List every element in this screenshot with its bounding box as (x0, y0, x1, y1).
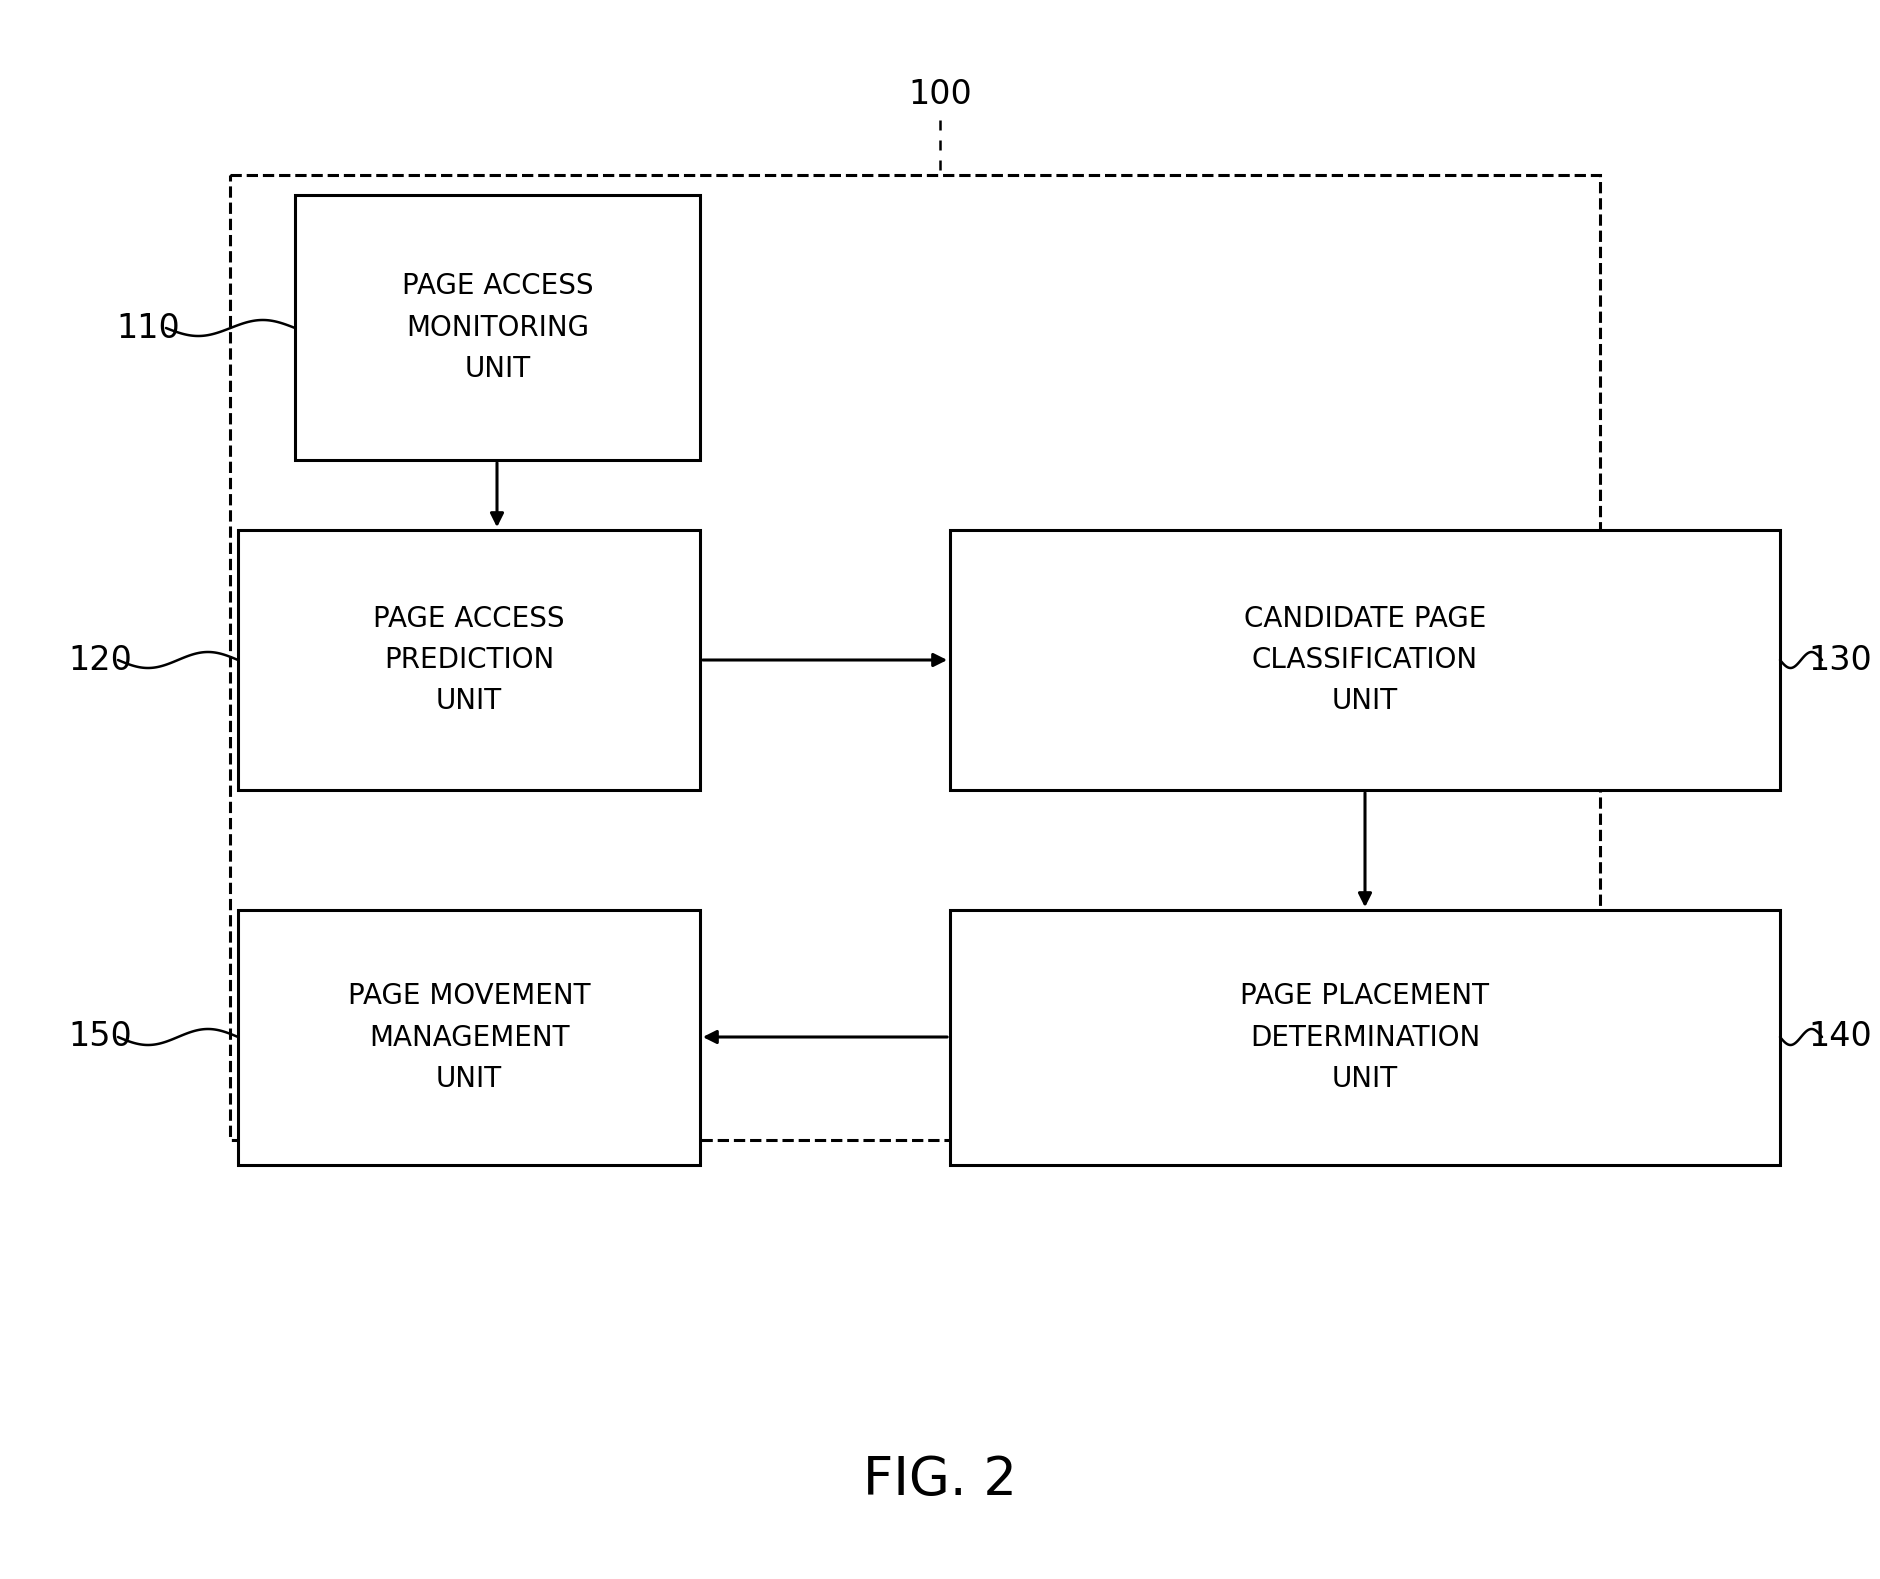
Bar (949, 910, 1778, 1165)
Text: PAGE PLACEMENT
DETERMINATION
UNIT: PAGE PLACEMENT DETERMINATION UNIT (1239, 982, 1489, 1093)
Text: PAGE MOVEMENT
MANAGEMENT
UNIT: PAGE MOVEMENT MANAGEMENT UNIT (348, 982, 590, 1093)
Bar (239, 531, 699, 790)
Text: 130: 130 (1807, 644, 1871, 676)
Text: 120: 120 (68, 644, 132, 676)
Text: 110: 110 (117, 311, 180, 344)
Text: 140: 140 (1807, 1020, 1871, 1053)
Text: PAGE ACCESS
PREDICTION
UNIT: PAGE ACCESS PREDICTION UNIT (372, 605, 564, 715)
Text: CANDIDATE PAGE
CLASSIFICATION
UNIT: CANDIDATE PAGE CLASSIFICATION UNIT (1243, 605, 1485, 715)
Bar (229, 175, 1600, 1140)
Text: 150: 150 (68, 1020, 132, 1053)
Text: 100: 100 (908, 79, 972, 112)
Bar (295, 194, 699, 459)
Bar (949, 531, 1778, 790)
Bar (239, 910, 699, 1165)
Text: PAGE ACCESS
MONITORING
UNIT: PAGE ACCESS MONITORING UNIT (402, 272, 592, 382)
Text: FIG. 2: FIG. 2 (863, 1454, 1017, 1506)
